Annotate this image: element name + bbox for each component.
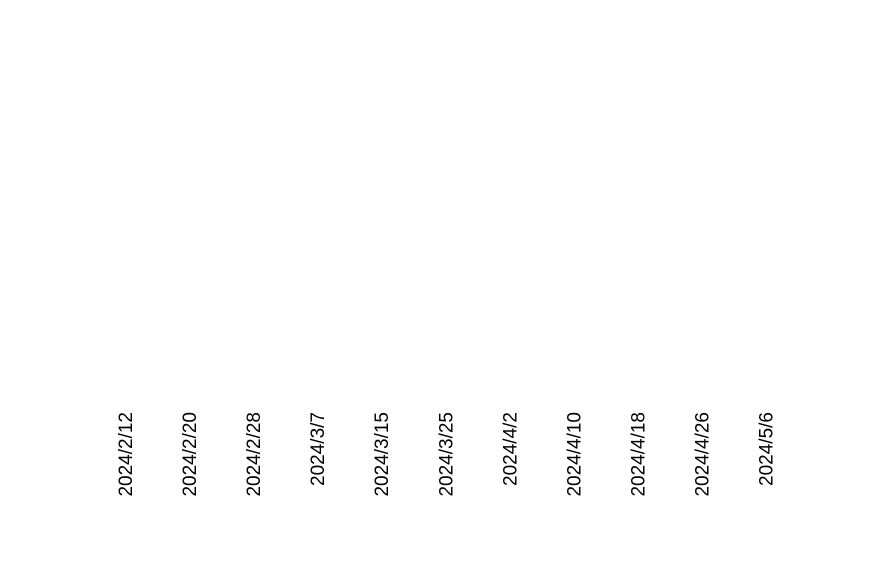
x-axis-label: 2024/2/28 (244, 412, 265, 497)
x-axis-label: 2024/4/10 (564, 412, 585, 497)
x-axis-label: 2024/4/26 (692, 412, 713, 497)
x-axis-label: 2024/4/2 (500, 412, 521, 486)
x-axis-label: 2024/3/15 (372, 412, 393, 497)
x-axis-label: 2024/3/25 (436, 412, 457, 497)
x-axis-label: 2024/3/7 (308, 412, 329, 486)
x-axis-label: 2024/2/20 (180, 412, 201, 497)
x-axis-label: 2024/5/6 (757, 412, 778, 486)
x-axis-label: 2024/2/12 (116, 412, 137, 497)
x-axis-label: 2024/4/18 (628, 412, 649, 497)
